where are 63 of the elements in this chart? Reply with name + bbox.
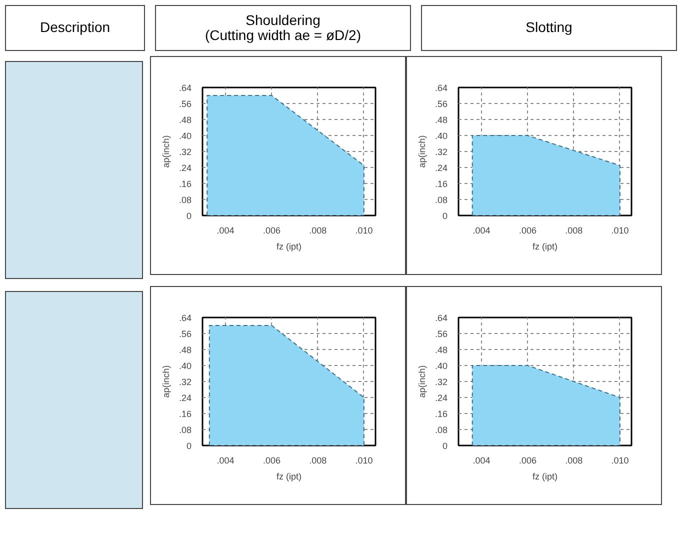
y-tick-label: .56: [434, 329, 448, 339]
x-axis-title: fz (ipt): [276, 242, 302, 252]
x-tick-label: .010: [611, 226, 629, 236]
chart-title: Slotting: [526, 19, 572, 36]
x-tick-label: .010: [355, 226, 373, 236]
y-tick-label: .32: [178, 377, 192, 387]
y-tick-label: .64: [178, 83, 192, 93]
y-tick-label: .64: [178, 313, 192, 323]
y-tick-label: .24: [434, 393, 448, 403]
y-tick-label: .24: [178, 393, 192, 403]
y-tick-label: .32: [434, 147, 448, 157]
y-tick-label: .56: [178, 329, 192, 339]
x-tick-label: .004: [216, 456, 234, 466]
y-tick-label: .16: [434, 409, 448, 419]
text: Description: [40, 19, 110, 36]
x-tick-label: .006: [518, 226, 536, 236]
y-tick-label: 0: [186, 211, 192, 221]
y-tick-label: .40: [434, 131, 448, 141]
y-tick-label: .08: [178, 195, 192, 205]
x-tick-label: .008: [309, 456, 327, 466]
y-tick-label: .40: [178, 131, 192, 141]
y-axis-title: ap(inch): [160, 135, 171, 168]
x-tick-label: .004: [472, 226, 490, 236]
y-tick-label: .64: [434, 83, 448, 93]
x-tick-label: .006: [518, 456, 536, 466]
y-tick-label: .40: [178, 361, 192, 371]
chart-title: Shouldering (Cutting width ae = øD/2): [204, 12, 361, 44]
y-tick-label: .48: [434, 345, 448, 355]
y-tick-label: .24: [178, 163, 192, 173]
y-tick-label: .32: [178, 147, 192, 157]
x-axis-title: fz (ipt): [532, 472, 558, 482]
y-tick-label: .08: [434, 195, 448, 205]
y-tick-label: .16: [178, 179, 192, 189]
y-axis-title: ap(inch): [416, 135, 427, 168]
y-tick-label: 0: [442, 211, 448, 221]
y-axis-title: ap(inch): [160, 365, 171, 398]
x-tick-label: .006: [262, 456, 280, 466]
x-tick-label: .004: [216, 226, 234, 236]
y-tick-label: .16: [434, 179, 448, 189]
x-axis-title: fz (ipt): [532, 242, 558, 252]
x-tick-label: .008: [309, 226, 327, 236]
y-tick-label: .32: [434, 377, 448, 387]
y-tick-label: .48: [434, 115, 448, 125]
y-tick-label: .56: [178, 99, 192, 109]
y-tick-label: .56: [434, 99, 448, 109]
x-tick-label: .006: [262, 226, 280, 236]
x-tick-label: .008: [565, 226, 583, 236]
y-tick-label: 0: [186, 441, 192, 451]
y-tick-label: .16: [178, 409, 192, 419]
y-tick-label: .48: [178, 115, 192, 125]
x-tick-label: .010: [611, 456, 629, 466]
y-tick-label: .40: [434, 361, 448, 371]
y-tick-label: .64: [434, 313, 448, 323]
y-tick-label: .08: [434, 425, 448, 435]
x-tick-label: .004: [472, 456, 490, 466]
y-tick-label: .24: [434, 163, 448, 173]
x-tick-label: .010: [355, 456, 373, 466]
y-axis-title: ap(inch): [416, 365, 427, 398]
x-tick-label: .008: [565, 456, 583, 466]
x-axis-title: fz (ipt): [276, 472, 302, 482]
y-tick-label: .48: [178, 345, 192, 355]
y-tick-label: 0: [442, 441, 448, 451]
y-tick-label: .08: [178, 425, 192, 435]
